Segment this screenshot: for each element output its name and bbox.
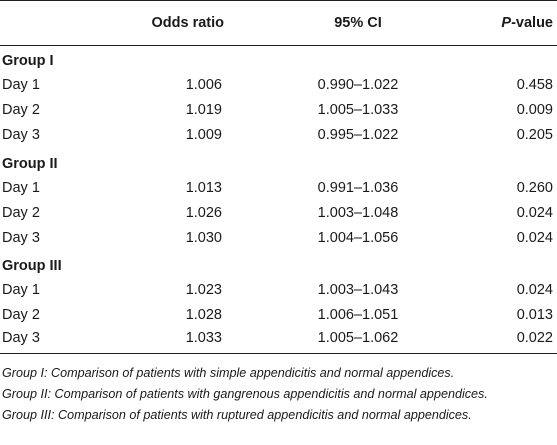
table-row: Day 3 1.033 1.005–1.062 0.022 [0,328,557,354]
header-p-suffix: -value [511,15,553,31]
table-body: Group I Day 1 1.006 0.990–1.022 0.458 Da… [0,46,557,354]
group-heading-row: Group III [0,251,557,278]
table-row: Day 2 1.028 1.006–1.051 0.013 [0,303,557,328]
odds-ratio-table: Odds ratio 95% CI P-value Group I Day 1 … [0,0,557,354]
group-label: Group III [2,258,62,275]
odds-ratio-cell: 1.026 [185,204,222,221]
p-value-cell: 0.024 [516,204,553,221]
ci-cell: 0.995–1.022 [317,127,399,144]
footnote-group-iii: Group III: Comparison of patients with r… [2,408,472,422]
odds-ratio-cell: 1.033 [185,330,222,347]
group-heading-row: Group I [0,46,557,73]
header-row: Odds ratio 95% CI P-value [0,0,557,46]
group-label: Group I [2,53,54,70]
p-value-cell: 0.022 [516,330,553,347]
group-label: Group II [2,155,58,172]
odds-ratio-cell: 1.028 [185,307,222,324]
header-empty [0,1,110,46]
odds-ratio-cell: 1.019 [185,102,222,119]
table-row: Day 1 1.006 0.990–1.022 0.458 [0,73,557,98]
header-p-value: P-value [430,1,557,46]
table-footnotes: Group I: Comparison of patients with sim… [2,363,555,426]
header-95-ci: 95% CI [334,15,382,31]
table-row: Day 1 1.023 1.003–1.043 0.024 [0,278,557,303]
ci-cell: 1.005–1.062 [317,330,399,347]
p-value-cell: 0.013 [516,307,553,324]
p-value-cell: 0.024 [516,230,553,247]
odds-ratio-cell: 1.023 [185,282,222,299]
table-row: Day 3 1.009 0.995–1.022 0.205 [0,123,557,148]
p-value-cell: 0.458 [516,77,553,94]
day-cell: Day 3 [2,330,40,347]
table-row: Day 2 1.026 1.003–1.048 0.024 [0,200,557,225]
day-cell: Day 3 [2,127,40,144]
ci-cell: 1.004–1.056 [317,230,399,247]
ci-cell: 1.005–1.033 [317,102,399,119]
table-header: Odds ratio 95% CI P-value [0,0,557,46]
ci-cell: 1.003–1.043 [317,282,399,299]
odds-ratio-cell: 1.030 [185,230,222,247]
footnote-group-i: Group I: Comparison of patients with sim… [2,366,455,380]
table-row: Day 3 1.030 1.004–1.056 0.024 [0,225,557,250]
p-value-cell: 0.009 [516,102,553,119]
group-heading-row: Group II [0,148,557,175]
footnote-group-ii: Group II: Comparison of patients with ga… [2,387,488,401]
odds-ratio-cell: 1.013 [185,179,222,196]
header-p-letter: P [501,15,512,31]
p-value-cell: 0.024 [516,282,553,299]
day-cell: Day 1 [2,179,40,196]
day-cell: Day 2 [2,307,40,324]
ci-cell: 0.991–1.036 [317,179,399,196]
day-cell: Day 3 [2,230,40,247]
header-odds-ratio: Odds ratio [151,15,224,31]
ci-cell: 1.006–1.051 [317,307,399,324]
ci-cell: 0.990–1.022 [317,77,399,94]
p-value-cell: 0.260 [516,179,553,196]
day-cell: Day 1 [2,282,40,299]
day-cell: Day 2 [2,204,40,221]
day-cell: Day 1 [2,77,40,94]
table-row: Day 2 1.019 1.005–1.033 0.009 [0,98,557,123]
odds-ratio-cell: 1.006 [185,77,222,94]
table-row: Day 1 1.013 0.991–1.036 0.260 [0,175,557,200]
results-table-container: Odds ratio 95% CI P-value Group I Day 1 … [0,0,557,354]
odds-ratio-cell: 1.009 [185,127,222,144]
ci-cell: 1.003–1.048 [317,204,399,221]
p-value-cell: 0.205 [516,127,553,144]
day-cell: Day 2 [2,102,40,119]
